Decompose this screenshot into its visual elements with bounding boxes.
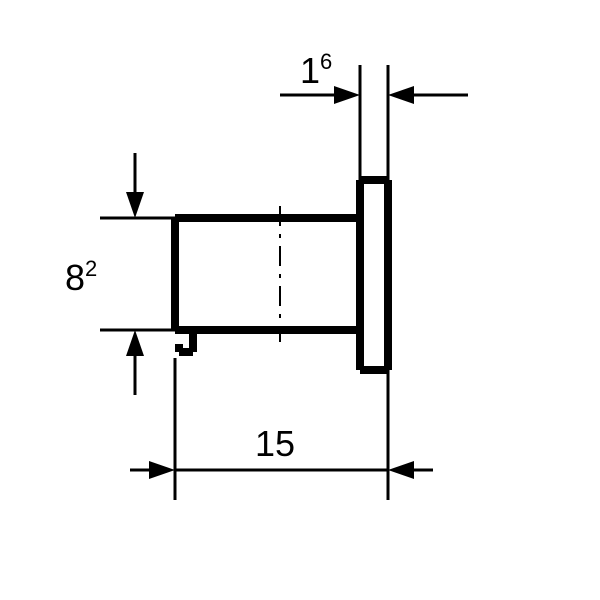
dim-left-label: 82	[65, 256, 97, 298]
dim-bottom-label: 15	[255, 423, 295, 464]
arrow-head	[388, 461, 414, 479]
dim-top-label: 16	[300, 49, 332, 91]
arrow-head	[388, 86, 414, 104]
arrow-head	[149, 461, 175, 479]
arrow-head	[126, 192, 144, 218]
arrow-head	[126, 330, 144, 356]
arrow-head	[334, 86, 360, 104]
